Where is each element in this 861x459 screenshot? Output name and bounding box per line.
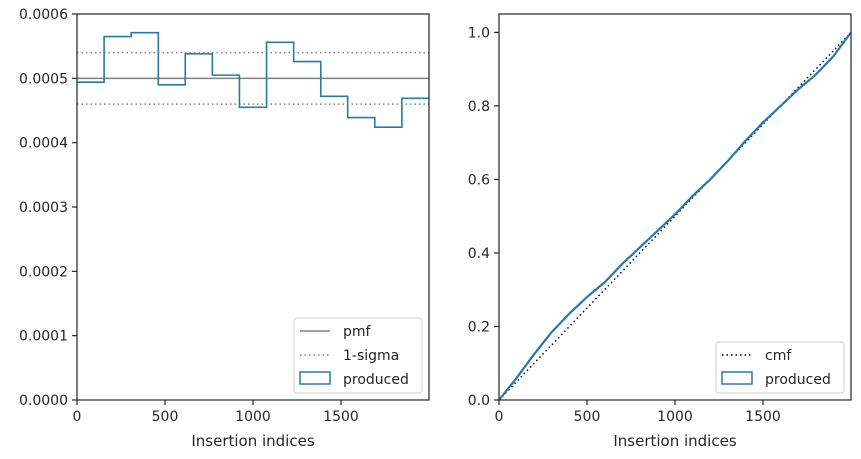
legend-produced-label: produced	[343, 372, 409, 388]
pmf-y-tick-label: 0.0001	[19, 329, 68, 345]
cmf-y-tick-label: 0.8	[468, 99, 490, 115]
cmf-y-tick-label: 0.2	[468, 319, 490, 335]
pmf-y-ticks: 0.0000 0.0001 0.0002 0.0003 0.0004 0.0005 0.00…	[19, 7, 77, 409]
series-produced-line	[498, 31, 852, 401]
cmf-plot-area	[498, 31, 852, 401]
series-produced-step	[77, 31, 429, 129]
pmf-panel: 0 500 1000 1500 0.00000.00010.00020.00030.0…	[19, 7, 430, 450]
cmf-legend: cmf produced	[715, 341, 845, 394]
pmf-x-tick-label: 1000	[235, 409, 271, 425]
cmf-panel: 0 500 1000 1500 0.0 0.2 0.4 0.6 0.8 1.0 Insertio…	[468, 13, 852, 450]
pmf-y-tick-label: 0.0000	[19, 393, 68, 409]
legend-pmf-label: pmf	[343, 324, 372, 340]
cmf-x-ticks: 0 500 1000 1500	[495, 400, 781, 425]
pmf-y-tick-label: 0.0004	[19, 136, 68, 152]
pmf-y-tick-label: 0.0003	[19, 200, 68, 216]
legend-cmf-produced-label: produced	[765, 372, 831, 388]
cmf-y-tick-label: 1.0	[468, 25, 490, 41]
legend-cmf-label: cmf	[765, 348, 792, 364]
pmf-plot-area	[77, 31, 429, 129]
legend-cmf-produced-swatch	[721, 371, 753, 385]
pmf-y-tick-label: 0.0002	[19, 264, 68, 280]
pmf-legend-box	[293, 317, 423, 394]
pmf-legend: pmf 1-sigma produced	[293, 317, 423, 394]
pmf-y-tick-label: 0.0006	[19, 7, 68, 23]
legend-produced-swatch	[299, 371, 331, 385]
cmf-legend-box	[715, 341, 845, 394]
legend-1-sigma-label: 1-sigma	[343, 348, 399, 364]
cmf-y-ticks: 0.0 0.2 0.4 0.6 0.8 1.0	[468, 25, 499, 409]
cmf-x-tick-label: 1000	[657, 409, 693, 425]
pmf-y-tick-label: 0.0005	[19, 71, 68, 87]
cmf-y-tick-label: 0.6	[468, 172, 490, 188]
cmf-x-axis-label: Insertion indices	[613, 432, 736, 450]
cmf-y-tick-label: 0.4	[468, 246, 490, 262]
cmf-y-tick-label: 0.0	[468, 393, 490, 409]
pmf-x-tick-label: 1500	[323, 409, 359, 425]
pmf-x-axis-label: Insertion indices	[191, 432, 314, 450]
pmf-x-tick-label: 500	[152, 409, 179, 425]
pmf-x-tick-label: 0	[73, 409, 82, 425]
cmf-x-tick-label: 500	[574, 409, 601, 425]
pmf-x-ticks: 0 500 1000 1500	[73, 400, 359, 425]
cmf-x-tick-label: 0	[495, 409, 504, 425]
cmf-x-tick-label: 1500	[745, 409, 781, 425]
